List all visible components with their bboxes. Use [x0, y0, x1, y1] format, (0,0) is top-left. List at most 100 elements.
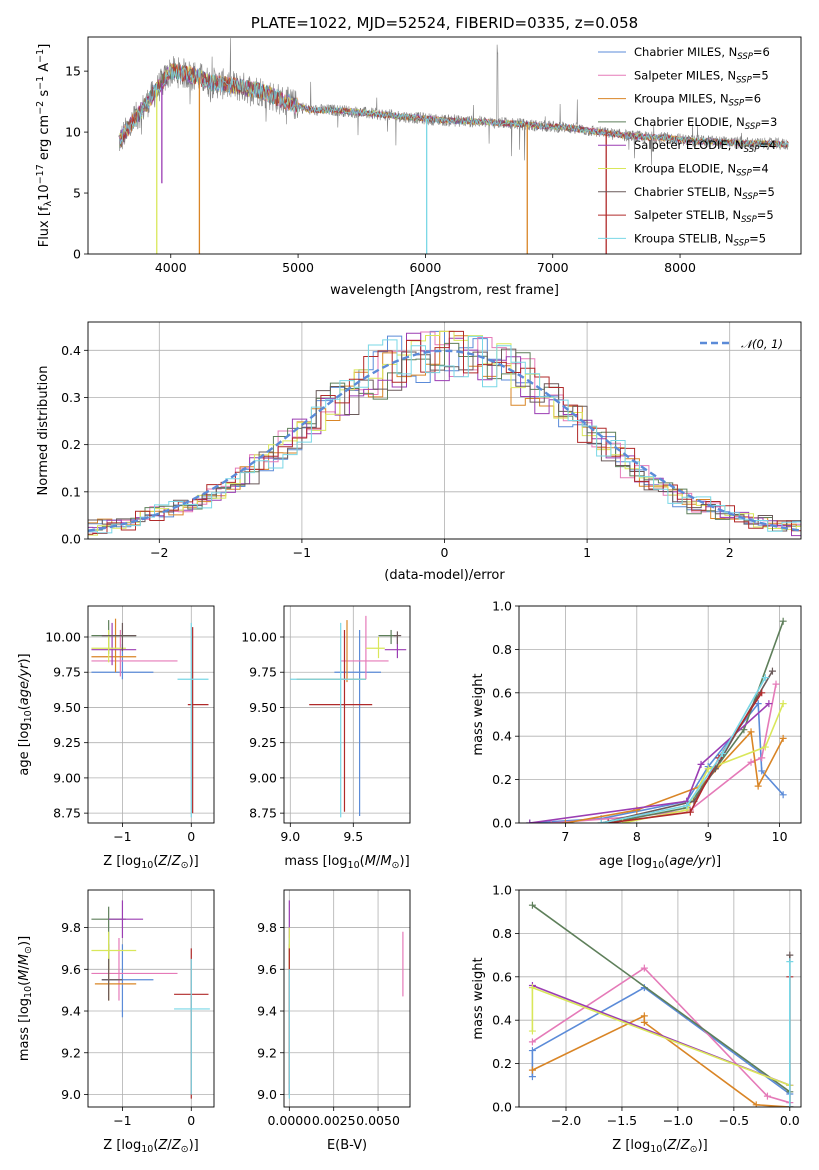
- spectrum-plot: [118, 38, 789, 254]
- x-tick-label: 9: [704, 829, 712, 844]
- x-tick-label: 0: [187, 829, 195, 844]
- y-tick-label: 0: [73, 247, 81, 262]
- mass-weight-line: [531, 986, 791, 1107]
- mass-weight-marker: [752, 1101, 760, 1107]
- mass-weight-marker: [779, 617, 787, 625]
- x-axis-label: age [log10(age/yr)]: [599, 854, 721, 871]
- mass-weight-marker: [526, 819, 534, 823]
- y-tick-label: 0.0: [492, 816, 512, 831]
- mass-weight-marker: [704, 765, 712, 773]
- mass-vs-Z-frame: [87, 889, 215, 1108]
- x-tick-label: −1: [293, 545, 311, 560]
- y-tick-label: 0.6: [492, 969, 512, 984]
- y-axis-label: Flux [fλ10−17 erg cm−2 s−1 A−1]: [35, 44, 54, 248]
- x-tick-label: 8: [633, 829, 641, 844]
- x-tick-label: 6000: [409, 260, 441, 275]
- y-tick-label: 9.75: [249, 665, 277, 680]
- x-tick-label: 1: [583, 545, 591, 560]
- mass-weight-marker: [747, 728, 755, 736]
- mass-weight-line: [531, 904, 791, 1093]
- y-tick-label: 0.6: [492, 685, 512, 700]
- y-tick-label: 0.3: [61, 390, 81, 405]
- y-tick-label: 8.75: [53, 806, 81, 821]
- y-tick-label: 8.75: [249, 806, 277, 821]
- x-tick-label: −1: [113, 1113, 131, 1128]
- mass-weight-marker: [754, 700, 762, 708]
- mass-weight-marker: [740, 726, 748, 734]
- mass-weight-marker: [779, 734, 787, 742]
- mass-weight-marker: [758, 689, 766, 697]
- spectrum-frame: [87, 36, 802, 255]
- age-vs-Z-plot: [91, 618, 209, 818]
- x-tick-label: −1.0: [663, 1113, 693, 1128]
- mass-weight-line: [608, 692, 763, 823]
- legend-label: Salpeter STELIB, NSSP=5: [634, 208, 774, 225]
- mass-weight-line: [531, 967, 791, 1104]
- y-tick-label: 10.00: [45, 630, 81, 645]
- y-tick-label: 0.1: [61, 484, 81, 499]
- y-tick-label: 0.0: [61, 532, 81, 547]
- residual-histogram: [88, 330, 801, 535]
- observed-spectrum-line: [118, 38, 789, 166]
- mass-weight-marker: [528, 1038, 536, 1046]
- mass-vs-EBV-axes: 0.0000 0.0025 0.0050 9.0 9.2 9.4 9.6 9.8: [257, 890, 410, 1128]
- x-tick-label: 0.0: [780, 1113, 800, 1128]
- mass-weight-marker: [786, 958, 794, 966]
- y-tick-label: 10.00: [241, 630, 277, 645]
- y-axis-label: mass [log10(M/M⊙)]: [17, 936, 34, 1061]
- x-tick-label: 7: [561, 829, 569, 844]
- y-tick-label: 0.0: [492, 1100, 512, 1115]
- y-tick-label: 9.00: [249, 770, 277, 785]
- weight-vs-age-plot: [526, 617, 787, 823]
- y-tick-label: 9.75: [53, 665, 81, 680]
- x-axis-label: wavelength [Angstrom, rest frame]: [330, 283, 559, 298]
- x-tick-label: 9.5: [343, 829, 363, 844]
- mass-vs-EBV-frame: [283, 889, 411, 1108]
- x-tick-label: 0.0025: [312, 1113, 356, 1128]
- legend-label: Kroupa ELODIE, NSSP=4: [634, 162, 769, 179]
- age-vs-Z-frame: [87, 605, 215, 824]
- y-tick-label: 0.4: [492, 1013, 512, 1028]
- x-axis-label: Z [log10(Z/Z⊙)]: [103, 854, 198, 871]
- y-tick-label: 5: [73, 186, 81, 201]
- weight-vs-Z-plot: [528, 901, 794, 1107]
- x-tick-label: 2: [726, 545, 734, 560]
- mass-weight-marker: [786, 951, 794, 959]
- y-tick-label: 9.4: [257, 1004, 277, 1019]
- legend: Chabrier MILES, NSSP=6 Salpeter MILES, NS…: [598, 45, 777, 248]
- y-tick-label: 9.50: [249, 700, 277, 715]
- mass-weight-marker: [758, 767, 766, 775]
- x-tick-label: 0.0000: [267, 1113, 311, 1128]
- mass-weight-marker: [697, 760, 705, 768]
- y-tick-label: 9.25: [249, 735, 277, 750]
- mass-weight-line: [565, 730, 784, 823]
- weight-vs-age-frame: [518, 605, 802, 824]
- mass-weight-marker: [686, 808, 694, 816]
- mass-weight-marker: [528, 1027, 536, 1035]
- mass-weight-marker: [640, 1012, 648, 1020]
- mass-weight-marker: [718, 750, 726, 758]
- x-tick-label: 5000: [282, 260, 314, 275]
- y-tick-label: 0.8: [492, 642, 512, 657]
- mass-weight-marker: [528, 1047, 536, 1055]
- x-tick-label: −0.5: [719, 1113, 749, 1128]
- y-tick-label: 15: [65, 64, 81, 79]
- residual-histogram: [88, 342, 801, 534]
- legend-label: 𝒩(0, 1): [741, 337, 783, 351]
- x-tick-label: −1: [113, 829, 131, 844]
- legend-label: Kroupa MILES, NSSP=6: [634, 92, 761, 109]
- mass-weight-marker: [528, 984, 536, 992]
- mass-weight-marker: [528, 1066, 536, 1074]
- residuals-axes: −2 −1 0 1 2 0.0 0.1 0.2 0.3 0.4: [61, 322, 801, 560]
- legend-label: Chabrier STELIB, NSSP=5: [634, 185, 775, 202]
- residual-histogram: [88, 348, 801, 532]
- x-tick-label: 0.0050: [356, 1113, 400, 1128]
- y-tick-label: 0.2: [492, 772, 512, 787]
- weight-vs-Z-frame: [518, 889, 802, 1108]
- y-tick-label: 0.4: [492, 729, 512, 744]
- y-tick-label: 9.25: [53, 735, 81, 750]
- mass-weight-line: [531, 986, 791, 1087]
- y-tick-label: 1.0: [492, 883, 512, 898]
- age-vs-Z-axes: −1 0 8.75 9.00 9.25 9.50 9.75 10.00: [45, 606, 214, 844]
- mass-weight-marker: [779, 700, 787, 708]
